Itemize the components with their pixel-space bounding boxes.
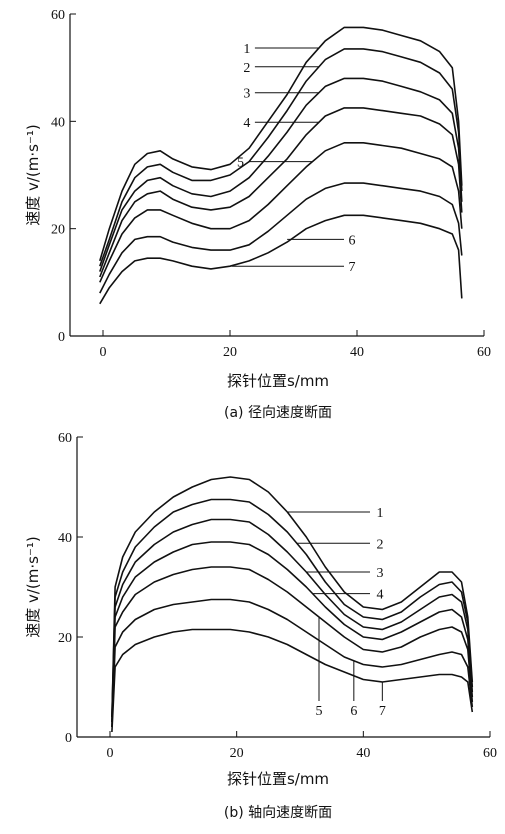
series-line-7: [111, 628, 474, 733]
x-axis-label: 探针位置s/mm: [227, 372, 329, 390]
series-line-6: [111, 598, 474, 728]
series-line-2: [99, 48, 463, 267]
y-tick-label: 40: [58, 531, 72, 546]
x-tick-label: 20: [223, 345, 237, 360]
series-line-3: [99, 77, 463, 272]
series-line-1: [111, 476, 474, 718]
curve-label: 3: [243, 87, 250, 102]
chart-radial-velocity: 0 20 40 60 0 20 40 60 1 2 3 4 5 6 7 速度 v/(m·s⁻¹) 探针位置s/m…: [24, 8, 491, 421]
series-line-2: [111, 498, 474, 718]
series-line-5: [99, 142, 463, 283]
x-tick-label: 20: [230, 746, 244, 761]
x-tick-label: 60: [477, 345, 491, 360]
y-tick-label: 40: [51, 115, 65, 130]
x-tick-label: 60: [483, 746, 497, 761]
y-tick-label: 20: [51, 223, 65, 238]
x-axis-label: 探针位置s/mm: [227, 770, 329, 788]
y-tick-label: 60: [58, 431, 72, 446]
series-line-7: [99, 214, 463, 305]
curve-label: 6: [350, 704, 357, 719]
curve-label: 3: [377, 566, 384, 581]
x-tick-label: 0: [107, 746, 114, 761]
curve-label: 1: [243, 42, 250, 57]
curve-label: 1: [377, 506, 384, 521]
curve-label: 4: [377, 588, 384, 603]
series-line-6: [99, 182, 463, 294]
curve-label: 2: [377, 537, 384, 552]
curve-label: 4: [243, 116, 250, 131]
y-tick-label: 20: [58, 631, 72, 646]
y-tick-label: 60: [51, 8, 65, 23]
curve-label: 5: [316, 704, 323, 719]
series-line-3: [111, 518, 474, 723]
chart-caption: (a) 径向速度断面: [224, 405, 332, 421]
x-tick-label: 40: [350, 345, 364, 360]
curve-label: 6: [349, 233, 356, 248]
x-tick-label: 40: [356, 746, 370, 761]
series-line-4: [111, 541, 474, 723]
y-axis-label: 速度 v/(m·s⁻¹): [24, 536, 42, 638]
series-line-4: [99, 107, 463, 278]
y-tick-label: 0: [65, 731, 72, 746]
curve-label: 2: [243, 61, 250, 76]
curve-label: 5: [237, 156, 244, 171]
chart-axial-velocity: 0 20 40 60 0 20 40 60 1 2 3 4 5 6 7 速度 v/(m·s⁻¹) 探针位置s/m…: [24, 431, 497, 821]
chart-caption: (b) 轴向速度断面: [224, 805, 332, 821]
x-tick-label: 0: [100, 345, 107, 360]
curve-label: 7: [379, 704, 386, 719]
series-line-1: [99, 26, 463, 262]
series-line-5: [111, 566, 474, 728]
curve-label: 7: [349, 260, 356, 275]
y-tick-label: 0: [58, 330, 65, 345]
y-axis-label: 速度 v/(m·s⁻¹): [24, 124, 42, 226]
